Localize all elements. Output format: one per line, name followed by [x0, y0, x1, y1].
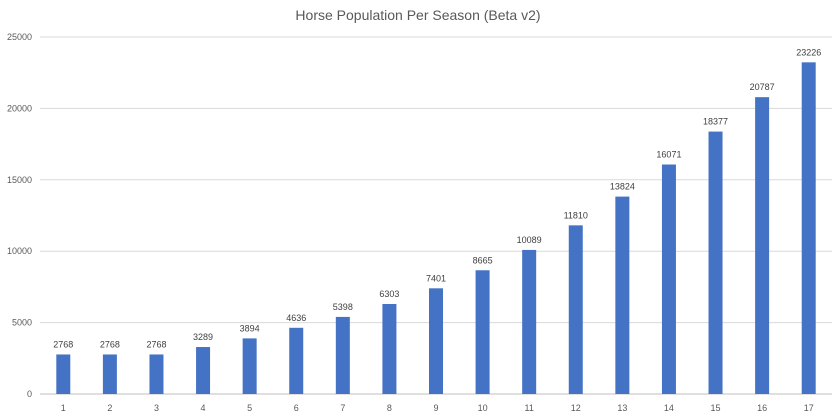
- x-tick-label: 17: [804, 403, 814, 413]
- x-tick-label: 12: [571, 403, 581, 413]
- x-tick-label: 11: [525, 403, 534, 413]
- bar: [708, 131, 723, 394]
- bar: [429, 288, 443, 394]
- data-label: 3894: [240, 323, 260, 333]
- y-tick-label: 0: [27, 389, 32, 399]
- data-label: 2768: [100, 339, 120, 349]
- y-tick-label: 5000: [12, 318, 32, 328]
- x-tick-label: 8: [387, 403, 392, 413]
- data-label: 4636: [286, 313, 306, 323]
- x-tick-label: 13: [617, 403, 627, 413]
- x-tick-label: 15: [711, 403, 721, 413]
- bar: [335, 316, 350, 394]
- bar: [801, 62, 816, 394]
- bar: [242, 338, 257, 394]
- bar: [661, 164, 676, 394]
- bar: [149, 354, 164, 394]
- data-label: 7401: [426, 273, 446, 283]
- data-label: 16071: [656, 150, 681, 160]
- data-label: 11810: [564, 210, 588, 220]
- x-tick-label: 9: [433, 403, 438, 413]
- bar: [522, 249, 537, 394]
- x-tick-label: 3: [154, 403, 159, 413]
- x-tick-label: 5: [247, 403, 252, 413]
- bar: [615, 196, 630, 394]
- y-tick-label: 25000: [7, 32, 32, 42]
- data-label: 2768: [53, 339, 73, 349]
- x-tick-label: 14: [664, 403, 674, 413]
- x-tick-label: 2: [107, 403, 112, 413]
- chart-title: Horse Population Per Season (Beta v2): [295, 7, 541, 23]
- bar: [382, 303, 397, 394]
- data-label: 2768: [146, 339, 166, 349]
- y-tick-label: 20000: [7, 103, 32, 113]
- data-label: 13824: [610, 182, 635, 192]
- bar: [475, 270, 490, 394]
- bar: [56, 354, 71, 394]
- bar: [755, 97, 770, 395]
- bar: [289, 327, 304, 394]
- y-tick-label: 15000: [7, 175, 32, 185]
- y-tick-label: 10000: [7, 246, 32, 256]
- data-label: 8665: [473, 255, 493, 265]
- data-label: 18377: [703, 117, 728, 127]
- bar: [102, 354, 117, 394]
- bar: [568, 225, 583, 394]
- bar: [196, 347, 211, 394]
- x-tick-label: 7: [340, 403, 345, 413]
- data-label: 6303: [379, 289, 399, 299]
- data-label: 5398: [333, 302, 353, 312]
- x-tick-label: 10: [478, 403, 488, 413]
- data-label: 20787: [750, 82, 775, 92]
- x-tick-label: 6: [294, 403, 299, 413]
- data-label: 23226: [796, 47, 821, 57]
- x-tick-label: 4: [201, 403, 206, 413]
- data-label: 10089: [517, 235, 542, 245]
- x-tick-label: 1: [61, 403, 66, 413]
- data-label: 3289: [193, 332, 213, 342]
- x-tick-label: 16: [757, 403, 767, 413]
